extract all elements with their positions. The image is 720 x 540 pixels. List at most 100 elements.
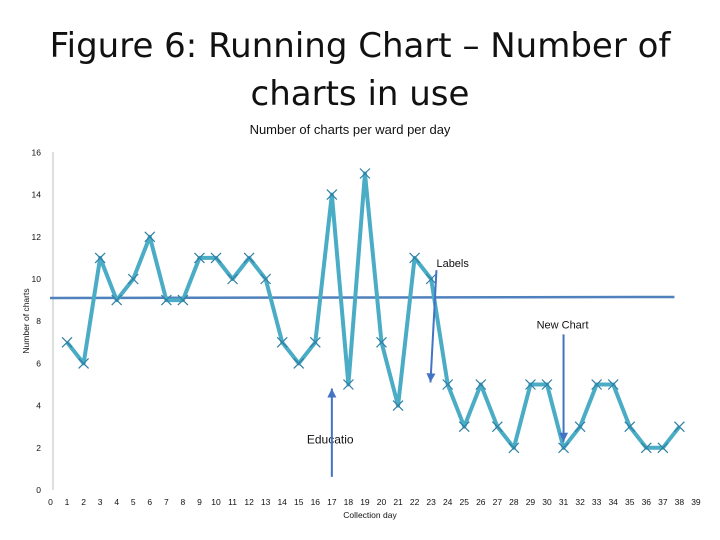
y-tick-label: 16 (32, 147, 42, 157)
chart-title: Number of charts per ward per day (250, 122, 451, 137)
x-tick-label: 6 (147, 497, 152, 507)
data-point-marker (342, 379, 354, 390)
y-tick-label: 0 (36, 485, 41, 495)
x-tick-label: 18 (344, 497, 354, 507)
data-point-marker (194, 252, 205, 264)
data-point-marker (61, 336, 73, 348)
x-tick-label: 16 (311, 497, 321, 507)
y-tick-label: 12 (32, 232, 42, 242)
x-tick-label: 23 (426, 497, 436, 507)
x-tick-label: 26 (476, 497, 486, 507)
data-point-marker (243, 252, 255, 264)
data-point-marker (640, 442, 652, 454)
reference-line-group (49, 295, 675, 300)
x-tick-label: 20 (377, 497, 387, 507)
data-point-marker (359, 168, 371, 179)
x-tick-label: 7 (164, 497, 169, 507)
data-point-marker (541, 379, 553, 390)
data-point-marker (392, 400, 404, 412)
series-line (65, 171, 681, 450)
x-tick-label: 8 (181, 497, 186, 507)
data-point-marker (491, 421, 503, 433)
x-tick-label: 5 (131, 497, 136, 507)
x-tick-label: 37 (658, 497, 668, 507)
y-tick-label: 10 (32, 274, 42, 284)
annotation-new-chart: New Chart (537, 319, 589, 331)
x-tick-label: 2 (81, 497, 86, 507)
annotation-labels-arrow-head (426, 373, 436, 383)
data-point-marker (508, 442, 520, 454)
x-tick-label: 35 (625, 497, 635, 507)
x-tick-label: 36 (642, 497, 652, 507)
x-tick-label: 38 (675, 497, 685, 507)
x-tick-label: 10 (211, 497, 221, 507)
series-group (61, 168, 685, 454)
annotations-group: Labels New Chart Educatio (307, 258, 589, 477)
x-tick-label: 32 (575, 497, 585, 507)
y-tick-label: 14 (32, 190, 42, 200)
x-tick-label: 17 (327, 497, 337, 507)
data-point-marker (309, 336, 321, 348)
x-tick-label: 33 (592, 497, 602, 507)
data-point-marker (607, 379, 619, 390)
x-tick-label: 1 (65, 497, 70, 507)
data-point-marker (591, 379, 603, 390)
data-point-marker (210, 252, 222, 264)
x-tick-label: 12 (244, 497, 254, 507)
data-point-marker (475, 379, 487, 390)
x-tick-label: 34 (608, 497, 618, 507)
x-tick-label: 15 (294, 497, 304, 507)
y-axis-ticks: 0 2 4 6 8 10 12 14 16 (32, 147, 42, 495)
data-point-marker (144, 231, 156, 243)
data-point-marker (657, 442, 669, 454)
x-tick-label: 27 (493, 497, 503, 507)
data-point-marker (673, 421, 685, 433)
data-point-marker (94, 252, 106, 264)
x-tick-label: 11 (228, 497, 237, 507)
x-tick-label: 29 (526, 497, 536, 507)
data-point-marker (127, 273, 139, 285)
x-tick-label: 13 (261, 497, 271, 507)
x-tick-label: 4 (114, 497, 119, 507)
slide-title: Figure 6: Running Chart – Number of char… (49, 26, 671, 114)
data-point-marker (425, 273, 437, 285)
x-tick-label: 22 (410, 497, 420, 507)
x-axis-ticks: 0 1 2 3 4 5 6 7 8 9 10 11 12 13 14 15 16 17 18 19 20 21 22 23 24… (48, 497, 701, 507)
annotation-labels: Labels (436, 258, 469, 270)
data-point-marker (376, 336, 387, 348)
x-tick-label: 0 (48, 497, 53, 507)
data-point-marker (260, 273, 272, 285)
x-tick-label: 19 (360, 497, 370, 507)
x-tick-label: 30 (542, 497, 552, 507)
x-tick-label: 21 (393, 497, 403, 507)
x-axis-label: Collection day (343, 510, 397, 520)
data-point-marker (458, 421, 470, 433)
data-point-marker (276, 336, 288, 348)
y-tick-label: 4 (36, 401, 41, 411)
data-point-marker (227, 273, 238, 285)
y-axis-label: Number of charts (21, 288, 31, 353)
data-point-marker (160, 294, 172, 306)
data-point-marker (326, 189, 338, 201)
y-tick-label: 8 (36, 316, 41, 326)
y-tick-label: 2 (36, 443, 41, 453)
x-tick-label: 24 (443, 497, 453, 507)
x-tick-label: 25 (460, 497, 470, 507)
data-point-marker (624, 421, 636, 433)
data-point-marker (574, 421, 586, 433)
x-tick-label: 14 (277, 497, 287, 507)
data-point-marker (442, 379, 454, 390)
x-tick-label: 39 (691, 497, 701, 507)
x-tick-label: 31 (559, 497, 569, 507)
annotation-new-chart-arrow-head (559, 432, 569, 442)
x-tick-label: 3 (98, 497, 103, 507)
data-point-marker (293, 357, 305, 369)
annotation-labels-arrow-shaft (429, 270, 438, 383)
data-point-marker (78, 357, 90, 369)
data-point-marker (558, 442, 569, 454)
annotation-education: Educatio (307, 432, 354, 446)
data-point-marker (177, 294, 189, 306)
x-tick-label: 9 (197, 497, 202, 507)
data-point-marker (525, 379, 536, 390)
